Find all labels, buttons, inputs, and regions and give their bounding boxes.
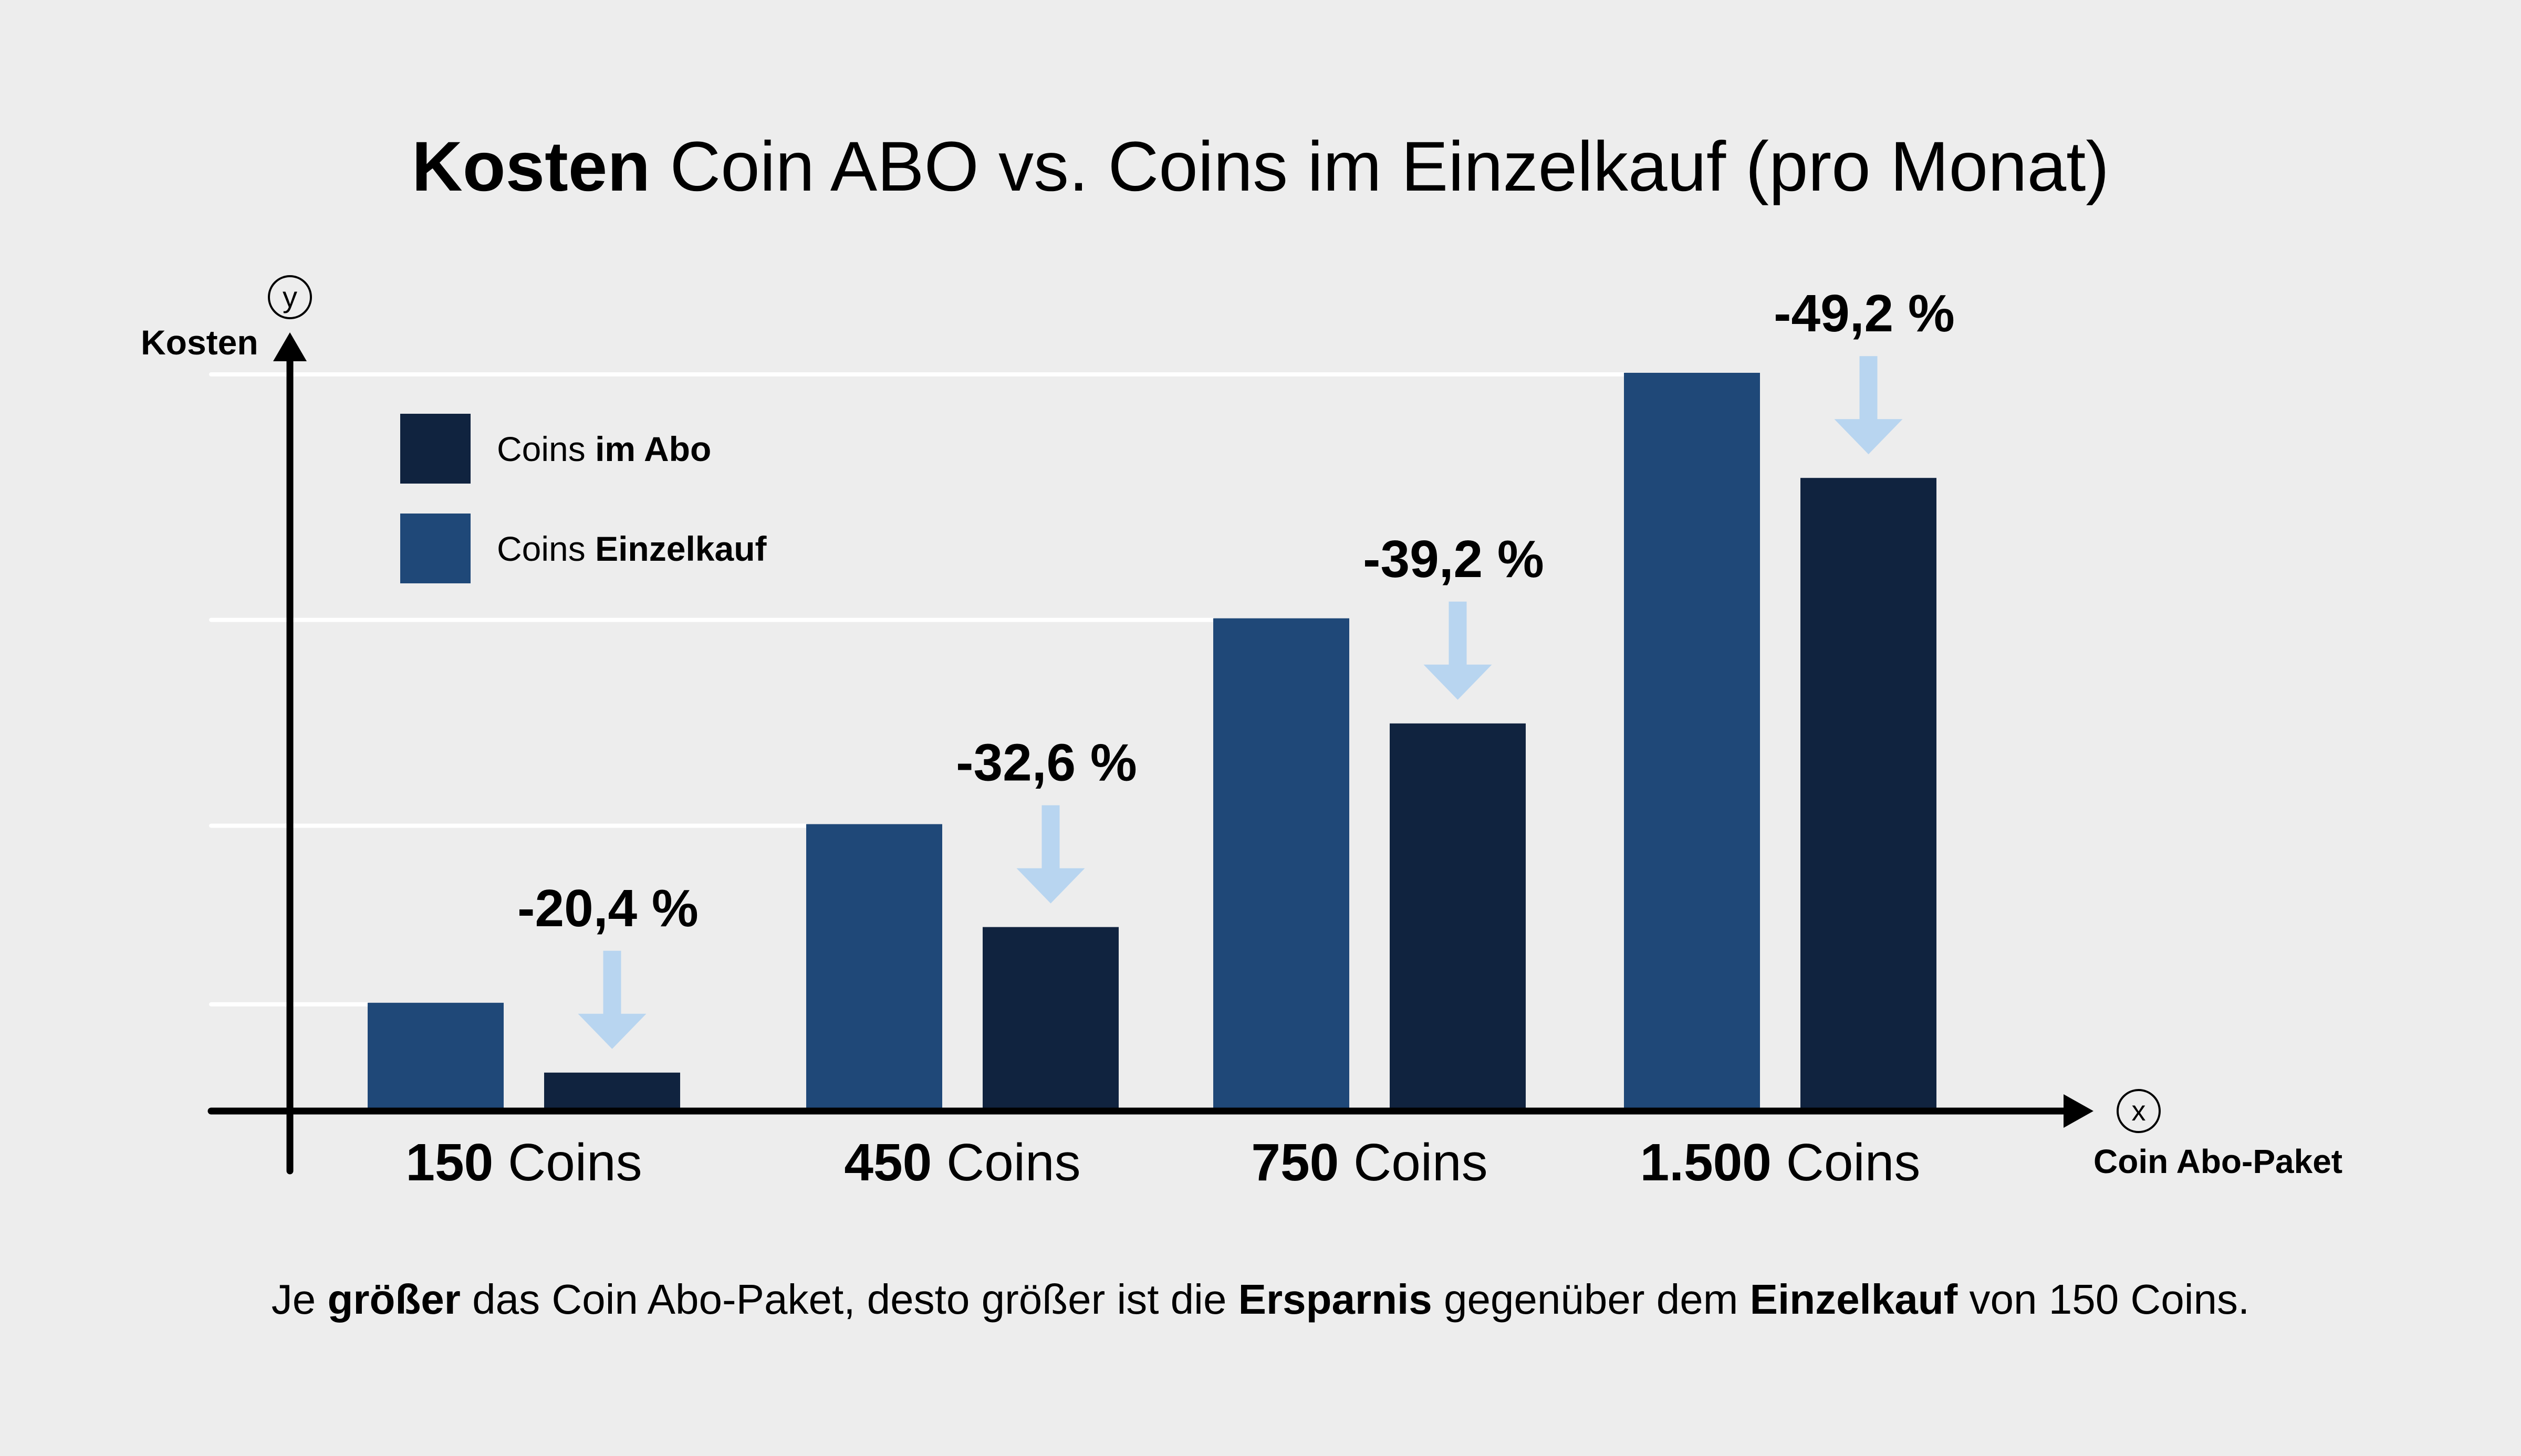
bar-einzelkauf-0 <box>368 1002 504 1108</box>
legend-label-abo-bold: im Abo <box>595 429 712 468</box>
chart-title-regular: Coin ABO vs. Coins im Einzelkauf (pro Mo… <box>670 128 2109 206</box>
y-axis-symbol: y <box>283 280 297 313</box>
bars <box>368 373 1936 1108</box>
legend-swatch-einzelkauf <box>400 514 471 583</box>
savings-label: -20,4 % <box>517 879 699 938</box>
x-axis-symbol-icon: x <box>2117 1089 2161 1133</box>
legend-item-einzelkauf: Coins Einzelkauf <box>400 514 767 583</box>
category-label: 750 Coins <box>1251 1133 1487 1192</box>
down-arrow-icon <box>1834 356 1903 455</box>
category-label: 150 Coins <box>405 1133 642 1192</box>
category-label: 1.500 Coins <box>1640 1133 1921 1192</box>
legend-label-einzelkauf: Coins Einzelkauf <box>497 529 767 569</box>
category-label-regular: Coins <box>1772 1133 1920 1192</box>
footer-part: Je <box>271 1276 328 1323</box>
savings-label: -39,2 % <box>1363 530 1544 589</box>
category-label-regular: Coins <box>493 1133 642 1192</box>
savings-labels: -20,4 % -32,6 % -39,2 % -49,2 % <box>517 284 1955 938</box>
y-axis-title: Kosten <box>141 323 258 362</box>
gridlines <box>209 372 1626 1007</box>
savings-arrows <box>578 356 1903 1049</box>
legend-label-abo-regular: Coins <box>497 429 596 468</box>
y-axis-arrowhead <box>273 332 307 361</box>
down-arrow-icon <box>1016 805 1085 904</box>
y-axis-symbol-icon: y <box>268 275 312 319</box>
footer-part-bold: Ersparnis <box>1238 1276 1432 1323</box>
chart-title-bold: Kosten <box>412 128 651 206</box>
down-arrow-icon <box>1423 601 1492 700</box>
footer-part: das Coin Abo-Paket, desto größer ist die <box>460 1276 1238 1323</box>
category-label-bold: 150 <box>405 1133 493 1192</box>
bar-einzelkauf-1 <box>806 824 942 1108</box>
savings-label: -32,6 % <box>956 734 1137 792</box>
savings-label: -49,2 % <box>1774 284 1955 343</box>
category-labels: 150 Coins 450 Coins 750 Coins 1.500 Coins <box>405 1133 1920 1192</box>
footer-part: von 150 Coins. <box>1957 1276 2250 1323</box>
bar-abo-2 <box>1390 723 1526 1108</box>
category-label-bold: 450 <box>844 1133 932 1192</box>
footer-part: gegenüber dem <box>1432 1276 1750 1323</box>
chart-title: Kosten Coin ABO vs. Coins im Einzelkauf … <box>0 125 2521 209</box>
category-label-bold: 1.500 <box>1640 1133 1772 1192</box>
bar-abo-1 <box>983 927 1119 1108</box>
legend-label-einzelkauf-regular: Coins <box>497 529 596 568</box>
category-label-regular: Coins <box>1339 1133 1487 1192</box>
category-label-regular: Coins <box>932 1133 1080 1192</box>
footer-part-bold: Einzelkauf <box>1749 1276 1958 1323</box>
legend-label-abo: Coins im Abo <box>497 429 711 469</box>
category-label: 450 Coins <box>844 1133 1080 1192</box>
footer-part-bold: größer <box>327 1276 461 1323</box>
legend-label-einzelkauf-bold: Einzelkauf <box>595 529 767 568</box>
bar-abo-0 <box>544 1072 680 1108</box>
legend-swatch-abo <box>400 414 471 484</box>
category-label-bold: 750 <box>1251 1133 1339 1192</box>
bar-einzelkauf-3 <box>1624 373 1760 1108</box>
bar-einzelkauf-2 <box>1213 618 1349 1108</box>
x-axis-arrowhead <box>2064 1094 2093 1128</box>
footer-caption: Je größer das Coin Abo-Paket, desto größ… <box>0 1271 2521 1328</box>
x-axis-symbol: x <box>2132 1095 2146 1127</box>
bar-abo-3 <box>1800 478 1936 1108</box>
x-axis-title: Coin Abo-Paket <box>2093 1143 2343 1180</box>
legend-item-abo: Coins im Abo <box>400 414 711 484</box>
down-arrow-icon <box>578 950 647 1049</box>
